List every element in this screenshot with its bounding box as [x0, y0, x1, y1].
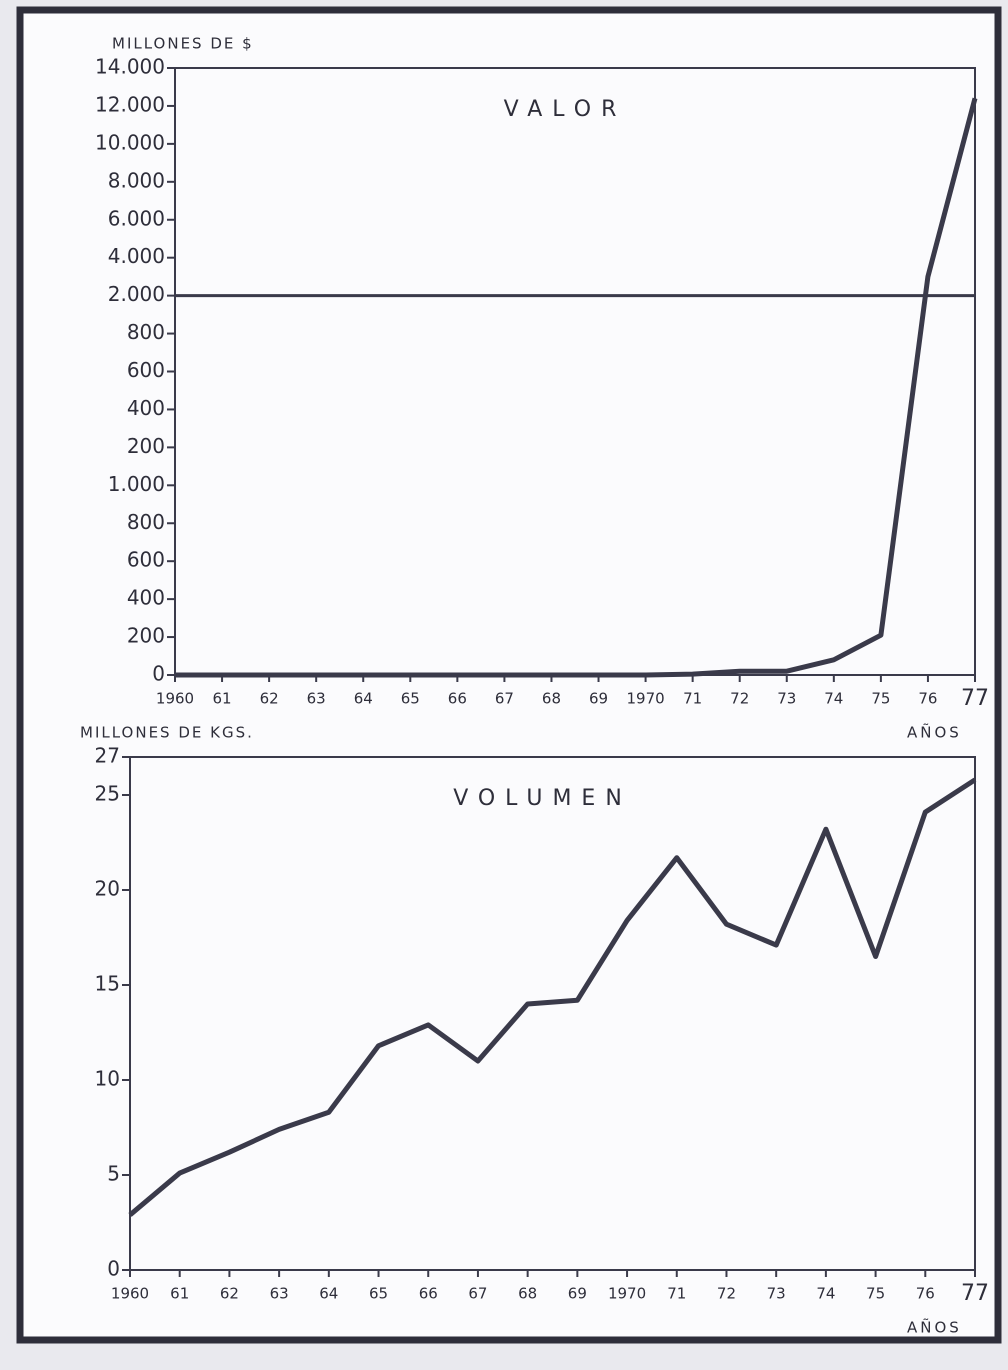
x-tick-label: 65 — [401, 690, 420, 708]
x-tick-label: 64 — [354, 690, 373, 708]
x-tick-label: 71 — [683, 690, 702, 708]
x-tick-label: 1960 — [156, 690, 194, 708]
y-tick-label: 15 — [95, 972, 120, 996]
x-tick-label: 1970 — [626, 690, 664, 708]
y-tick-label: 1.000 — [108, 472, 165, 496]
x-tick-label: 69 — [589, 690, 608, 708]
chart-title: VOLUMEN — [453, 786, 632, 811]
x-tick-label: 62 — [220, 1285, 239, 1303]
x-tick-label: 68 — [518, 1285, 537, 1303]
y-tick-label: 4.000 — [108, 244, 165, 268]
x-tick-label: 1970 — [608, 1285, 646, 1303]
y-tick-label: 14.000 — [95, 55, 165, 79]
x-tick-label: 63 — [307, 690, 326, 708]
y-tick-label: 200 — [127, 434, 165, 458]
plot-area — [129, 756, 976, 1271]
x-tick-label: 69 — [568, 1285, 587, 1303]
y-tick-label: 400 — [127, 396, 165, 420]
x-tick-label: 75 — [866, 1285, 885, 1303]
x-tick-label: 64 — [319, 1285, 338, 1303]
y-tick-label: 800 — [127, 320, 165, 344]
y-tick-label: 400 — [127, 586, 165, 610]
x-tick-label: 73 — [777, 690, 796, 708]
y-axis-label: MILLONES DE KGS. — [80, 724, 254, 742]
x-tick-label: 67 — [468, 1285, 487, 1303]
y-tick-label: 0 — [152, 662, 165, 686]
x-tick-label: 77 — [961, 686, 989, 711]
y-tick-label: 0 — [107, 1257, 120, 1281]
y-axis-label: MILLONES DE $ — [112, 35, 254, 53]
x-tick-label: 62 — [260, 690, 279, 708]
y-tick-label: 10.000 — [95, 130, 165, 154]
x-tick-label: 74 — [824, 690, 843, 708]
x-tick-label: 71 — [667, 1285, 686, 1303]
y-tick-label: 8.000 — [108, 168, 165, 192]
x-axis-label: AÑOS — [907, 723, 962, 742]
y-tick-label: 20 — [95, 877, 120, 901]
y-tick-label: 200 — [127, 624, 165, 648]
y-tick-label: 6.000 — [108, 206, 165, 230]
x-tick-label: 67 — [495, 690, 514, 708]
y-tick-label: 25 — [95, 782, 120, 806]
x-tick-label: 74 — [816, 1285, 835, 1303]
y-tick-label: 27 — [95, 744, 120, 768]
y-tick-label: 2.000 — [108, 282, 165, 306]
x-tick-label: 1960 — [111, 1285, 149, 1303]
x-tick-label: 66 — [419, 1285, 438, 1303]
x-tick-label: 76 — [916, 1285, 935, 1303]
y-tick-label: 5 — [107, 1162, 120, 1186]
y-tick-label: 600 — [127, 358, 165, 382]
x-tick-label: 65 — [369, 1285, 388, 1303]
y-tick-label: 12.000 — [95, 92, 165, 116]
y-tick-label: 600 — [127, 548, 165, 572]
x-tick-label: 68 — [542, 690, 561, 708]
x-tick-label: 72 — [730, 690, 749, 708]
x-tick-label: 77 — [961, 1281, 989, 1306]
x-tick-label: 63 — [270, 1285, 289, 1303]
x-tick-label: 75 — [871, 690, 890, 708]
x-tick-label: 61 — [213, 690, 232, 708]
x-tick-label: 66 — [448, 690, 467, 708]
x-tick-label: 72 — [717, 1285, 736, 1303]
data-line — [175, 97, 978, 678]
x-axis-label: AÑOS — [907, 1318, 962, 1337]
y-tick-label: 800 — [127, 510, 165, 534]
x-tick-label: 61 — [170, 1285, 189, 1303]
y-tick-label: 10 — [95, 1067, 120, 1091]
x-tick-label: 76 — [918, 690, 937, 708]
chart-title: VALOR — [504, 97, 627, 122]
x-tick-label: 73 — [767, 1285, 786, 1303]
data-line — [128, 777, 977, 1217]
